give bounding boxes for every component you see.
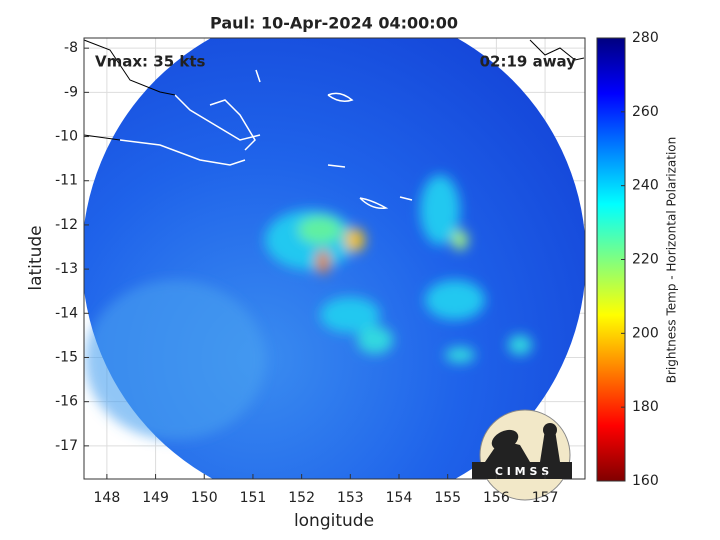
coastlines-land: [83, 39, 585, 141]
convection: [85, 175, 532, 440]
x-tick-label: 156: [483, 490, 510, 506]
colorbar-tick-label: 280: [632, 30, 659, 46]
y-tick-label: -13: [55, 261, 78, 277]
colorbar-label: Brightness Temp - Horizontal Polarizatio…: [665, 137, 679, 384]
y-tick-label: -15: [55, 349, 78, 365]
y-tick-label: -17: [55, 438, 78, 454]
y-axis-label: latitude: [26, 225, 46, 290]
x-tick-label: 155: [434, 490, 461, 506]
colorbar-tick-label: 260: [632, 104, 659, 120]
coastlines: [119, 69, 413, 210]
y-tick-label: -11: [55, 173, 78, 189]
vmax-label: Vmax: 35 kts: [95, 53, 205, 71]
x-tick-label: 148: [94, 490, 121, 506]
colorbar-tick-label: 240: [632, 178, 659, 194]
y-tick-label: -16: [55, 394, 78, 410]
x-tick-label: 157: [532, 490, 559, 506]
x-tick-label: 151: [240, 490, 267, 506]
x-tick-label: 153: [337, 490, 364, 506]
y-tick-label: -10: [55, 129, 78, 145]
y-tick-label: -9: [64, 84, 78, 100]
x-tick-label: 150: [191, 490, 218, 506]
swath: [84, 38, 585, 479]
x-tick-label: 154: [386, 490, 413, 506]
colorbar-tick-label: 160: [632, 473, 659, 489]
colorbar-tick-label: 180: [632, 399, 659, 415]
y-tick-label: -12: [55, 217, 78, 233]
colorbar-tick-label: 200: [632, 325, 659, 341]
x-axis-label: longitude: [294, 511, 374, 531]
logo: C I M S S: [472, 409, 572, 501]
time-label: 02:19 away: [480, 53, 577, 71]
plot-frame: [83, 37, 586, 480]
y-tick-label: -8: [64, 40, 78, 56]
logo-text: C I M S S: [495, 465, 549, 478]
colorbar: [596, 37, 626, 482]
colorbar-tick-label: 220: [632, 252, 659, 268]
y-tick-label: -14: [55, 305, 78, 321]
x-tick-label: 149: [142, 490, 169, 506]
chart-title: Paul: 10-Apr-2024 04:00:00: [210, 14, 458, 33]
x-tick-label: 152: [288, 490, 315, 506]
